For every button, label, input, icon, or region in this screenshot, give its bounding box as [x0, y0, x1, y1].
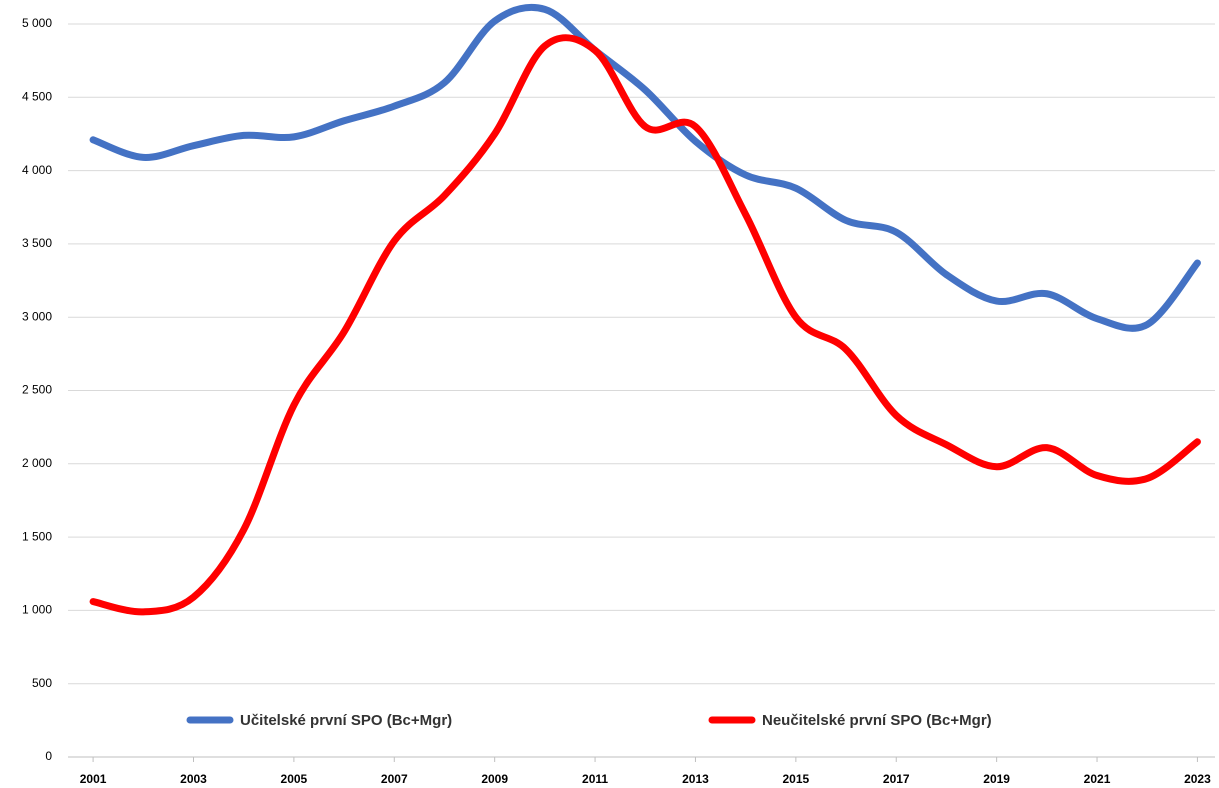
y-tick-label: 1 000: [22, 603, 52, 617]
x-tick-label: 2023: [1184, 772, 1211, 786]
x-tick-label: 2017: [883, 772, 910, 786]
y-tick-label: 5 000: [22, 16, 52, 30]
x-tick-label: 2021: [1084, 772, 1111, 786]
y-tick-label: 0: [45, 749, 52, 763]
x-tick-label: 2019: [983, 772, 1010, 786]
x-tick-label: 2011: [582, 772, 608, 786]
legend-label: Učitelské první SPO (Bc+Mgr): [240, 712, 452, 729]
x-tick-label: 2013: [682, 772, 709, 786]
y-tick-label: 3 500: [22, 236, 52, 250]
x-tick-label: 2005: [281, 772, 308, 786]
line-series: [89, 34, 1201, 616]
y-tick-label: 1 500: [22, 529, 52, 543]
legend-label: Neučitelské první SPO (Bc+Mgr): [762, 712, 992, 729]
y-tick-label: 2 500: [22, 383, 52, 397]
x-tick-label: 2009: [481, 772, 508, 786]
x-tick-label: 2001: [80, 772, 107, 786]
y-tick-label: 2 000: [22, 456, 52, 470]
y-tick-label: 4 000: [22, 163, 52, 177]
x-tick-label: 2007: [381, 772, 408, 786]
x-tick-label: 2003: [180, 772, 207, 786]
line-series: [89, 3, 1201, 332]
y-tick-label: 500: [32, 676, 52, 690]
y-tick-label: 4 500: [22, 89, 52, 103]
x-tick-label: 2015: [783, 772, 810, 786]
y-tick-label: 3 000: [22, 309, 52, 323]
